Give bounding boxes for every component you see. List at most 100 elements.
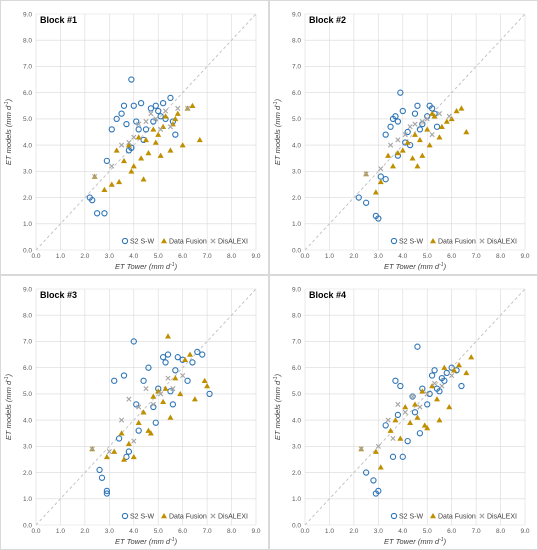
data-point-x <box>412 121 418 127</box>
x-tick-label: 9.0 <box>520 253 529 260</box>
data-point-triangle <box>407 419 414 425</box>
x-tick-label: 8.0 <box>227 253 236 260</box>
x-tick-label: 6.0 <box>178 253 187 260</box>
data-point-x <box>375 443 381 449</box>
data-point-x <box>402 132 408 138</box>
x-axis-title-unit: (mm d <box>149 262 171 271</box>
y-tick-label: 0.0 <box>292 247 301 254</box>
data-point-triangle <box>125 142 132 148</box>
data-point-triangle <box>108 181 115 187</box>
data-point-circle <box>362 469 370 476</box>
y-tick-label: 7.0 <box>23 339 32 346</box>
chart-panel-1: 0.0 0.0 1.0 1.0 2.0 2.0 3.0 3.0 4.0 4.0 5.0 5.0 6.0 6… <box>0 0 269 275</box>
x-tick-label: 7.0 <box>203 253 212 260</box>
x-tick-label: 9.0 <box>251 528 260 535</box>
data-point-x <box>162 108 169 114</box>
x-tick-label: 0.0 <box>300 528 309 535</box>
x-tick-label: 0.0 <box>31 253 40 260</box>
data-point-triangle <box>162 385 169 391</box>
grid <box>35 288 257 526</box>
data-point-triangle <box>419 152 426 158</box>
x-tick-label: 6.0 <box>447 253 456 260</box>
data-point-circle <box>130 338 137 345</box>
y-tick-label: 1.0 <box>23 496 32 503</box>
data-point-x <box>126 139 132 146</box>
data-point-circle <box>416 430 424 437</box>
series-x <box>358 372 455 452</box>
y-axis-title-unit: (mm d <box>4 380 13 402</box>
data-point-circle <box>404 437 411 445</box>
legend-fusion-label: Data Fusion <box>169 239 207 246</box>
data-point-circle <box>140 377 147 384</box>
legend-disalexi-label: DisALEXI <box>218 239 248 246</box>
data-point-x <box>390 435 396 442</box>
data-point-circle <box>103 157 111 164</box>
legend: S2 S-W Data Fusion DisALEXI <box>390 512 517 521</box>
panel-frame <box>0 275 269 550</box>
data-point-triangle <box>426 142 433 148</box>
x-tick-label: 0.0 <box>31 528 40 535</box>
data-point-circle <box>89 197 96 204</box>
chart-svg: 0.00.0 1.0 1.0 2.0 2.0 3.0 3.0 4.0 4.0 5.0 5.0 6.0 6… <box>269 275 538 550</box>
data-point-triangle <box>201 377 208 384</box>
y-tick-label: 9.0 <box>292 11 301 18</box>
data-point-x <box>184 105 191 111</box>
data-point-triangle <box>412 131 418 137</box>
x-tick-label: 1.0 <box>325 528 334 535</box>
data-point-circle <box>436 388 443 395</box>
data-point-triangle <box>436 417 443 423</box>
data-point-x <box>106 448 112 455</box>
y-tick-label: 0.0 <box>23 247 32 254</box>
data-point-circle <box>128 144 135 151</box>
data-point-triangle <box>468 354 475 360</box>
legend-disalexi-marker <box>210 238 216 244</box>
y-tick-label: 2.0 <box>292 195 301 202</box>
data-point-triangle <box>121 456 127 462</box>
x-axis-title-unit-exp: -1 <box>170 537 175 543</box>
data-point-x <box>446 113 452 119</box>
data-point-triangle <box>143 136 149 143</box>
data-point-triangle <box>429 383 436 389</box>
chart-title: Block #2 <box>309 15 346 25</box>
data-point-circle <box>443 369 450 377</box>
data-point-x <box>175 105 181 111</box>
x-tick-label: 8.0 <box>227 528 236 535</box>
x-axis-title-unit: (mm d <box>418 262 440 271</box>
data-point-x <box>180 372 186 379</box>
x-tick-label: 2.0 <box>80 528 89 535</box>
data-point-triangle <box>377 464 384 470</box>
x-axis-title-unit-exp: -1 <box>170 262 175 268</box>
legend-s2-marker <box>390 512 398 520</box>
data-point-triangle <box>463 369 470 376</box>
data-point-circle <box>93 210 101 217</box>
data-point-triangle <box>121 157 127 164</box>
data-point-x <box>136 121 142 127</box>
series-x <box>363 111 452 177</box>
data-point-triangle <box>128 168 135 174</box>
data-point-circle <box>125 448 133 455</box>
data-point-triangle <box>162 113 169 119</box>
data-point-triangle <box>177 390 184 397</box>
chart-svg: 0.00.0 1.0 1.0 2.0 2.0 3.0 3.0 4.0 4.0 5.0 5.0 6.0 6… <box>0 275 269 550</box>
y-tick-label: 3.0 <box>292 169 301 176</box>
data-point-circle <box>96 466 103 474</box>
data-point-triangle <box>174 110 181 116</box>
data-point-x <box>109 163 115 169</box>
y-tick-label: 5.0 <box>23 391 32 398</box>
y-axis-title-unit: (mm d <box>4 105 13 127</box>
data-point-x <box>407 124 413 130</box>
data-point-circle <box>411 110 419 117</box>
x-tick-label: 1.0 <box>325 253 334 260</box>
legend-s2-label: S2 S-W <box>399 514 424 521</box>
y-tick-label: 3.0 <box>292 444 301 451</box>
y-tick-label: 6.0 <box>292 90 301 97</box>
data-point-circle <box>397 382 404 390</box>
data-point-circle <box>159 100 167 107</box>
x-axis-title-unit-close: ) <box>443 537 447 546</box>
data-point-circle <box>355 194 362 201</box>
data-point-circle <box>120 102 128 109</box>
x-tick-label: 5.0 <box>423 528 432 535</box>
y-axis-title-main: ET models <box>273 404 282 440</box>
x-tick-label: 2.0 <box>80 253 89 260</box>
data-point-circle <box>169 401 177 408</box>
